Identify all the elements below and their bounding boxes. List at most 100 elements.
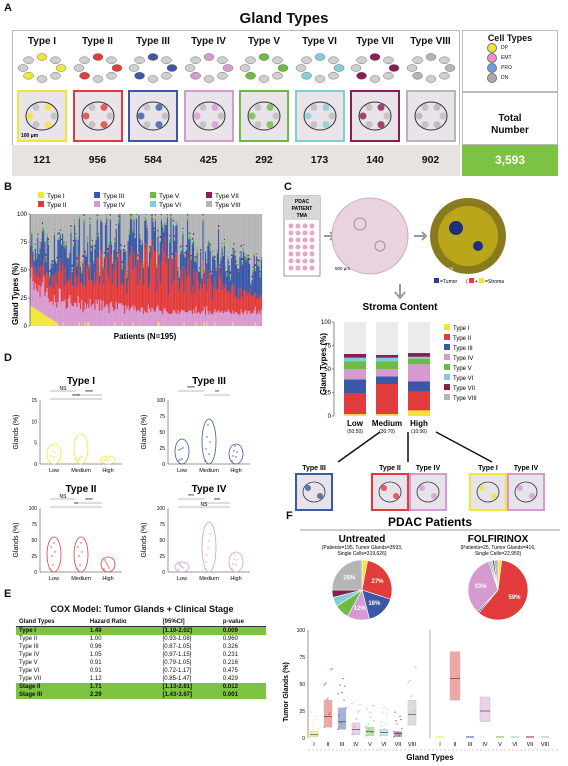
patient-bar-segment (209, 246, 211, 251)
patient-bar-segment (82, 255, 84, 258)
patient-bar-segment (229, 273, 232, 277)
patient-bar-segment (127, 305, 129, 326)
patient-bar-segment (229, 214, 232, 272)
patient-bar-segment (214, 309, 216, 323)
patient-bar-segment (157, 231, 159, 233)
data-point (372, 705, 374, 707)
y-tick-label: 100 (157, 398, 166, 404)
table-row: Type II 1.00 [0.93-1.08] 0.960 (16, 635, 266, 643)
patient-bar-segment (242, 290, 245, 315)
patient-bar-segment (189, 214, 191, 233)
cell-shape (310, 121, 317, 129)
patient-bar-segment (103, 252, 106, 254)
patient-bar-segment (248, 288, 251, 311)
patient-bar-segment (51, 319, 53, 326)
patient-bar-segment (173, 236, 176, 241)
patient-bar-segment (256, 254, 258, 256)
data-point (370, 716, 372, 719)
stroma-content-panel: PDAC PATIENT TMA 500 µm 500 µm =Tumor ( … (283, 195, 545, 511)
cell-shape (317, 493, 323, 499)
patient-bar-segment (50, 265, 52, 268)
patient-bar-segment (31, 230, 33, 235)
data-point (344, 685, 346, 687)
patient-bar-segment (235, 294, 238, 313)
patient-bar-segment (108, 240, 110, 246)
patient-bar-segment (152, 220, 154, 222)
patient-bar-segment (152, 220, 154, 221)
cox-model-title: COX Model: Tumor Glands + Clinical Stage (50, 604, 234, 614)
cell-shape (161, 56, 172, 64)
patient-bar-segment (191, 239, 194, 242)
example-type-label: Type IV (416, 465, 441, 472)
data-point (365, 725, 367, 727)
patient-bar-segment (219, 214, 221, 265)
patient-bar-segment (95, 236, 97, 240)
patient-bar-segment (123, 249, 126, 263)
patient-bar-segment (97, 234, 100, 238)
patient-bar-segment (258, 259, 260, 262)
patient-bar-segment (41, 313, 44, 326)
patient-bar-segment (38, 267, 40, 286)
patient-bar-segment (256, 256, 258, 299)
patient-bar-segment (213, 214, 215, 251)
patient-bar-segment (46, 214, 48, 232)
cell-type-label: DN (501, 75, 509, 81)
legend-label: Type VI (159, 202, 181, 209)
data-point (77, 546, 79, 548)
x-tick-label: III (340, 742, 345, 748)
patient-bar-segment (109, 215, 112, 219)
patient-bar-segment (45, 253, 47, 256)
data-point (407, 682, 409, 684)
patient-bar-segment (44, 242, 46, 276)
patient-bar-segment (137, 258, 139, 260)
patient-bar-segment (69, 279, 71, 296)
patient-bar-segment (241, 262, 244, 265)
data-point (180, 448, 182, 450)
patient-bar-segment (108, 313, 110, 326)
patient-bar-segment (253, 310, 255, 326)
data-point (379, 729, 381, 732)
patient-bar-segment (166, 215, 169, 219)
data-point (234, 553, 236, 555)
patient-bar-segment (220, 260, 222, 274)
patient-bar-segment (259, 314, 261, 326)
patient-bar-segment (228, 265, 230, 293)
cell-shape (211, 121, 218, 129)
cell-shape (189, 72, 201, 80)
tumor-glands-ylabel: Tumor Glands (%) (283, 662, 290, 722)
patient-bar-segment (187, 215, 189, 218)
patient-bar-segment (195, 257, 197, 259)
patient-bar-segment (76, 306, 78, 326)
data-point (381, 721, 383, 723)
y-tick-label: 100 (297, 628, 306, 634)
gland-image-thumbnail (72, 90, 123, 142)
patient-bar-segment (39, 243, 41, 245)
violin-shape (100, 556, 116, 573)
x-tick-label: V (368, 742, 372, 748)
patient-bar-segment (233, 242, 235, 245)
patient-bar-segment (254, 322, 257, 326)
cell-shape (155, 103, 163, 111)
data-point (393, 736, 395, 738)
patient-bar-segment (146, 226, 148, 229)
cell-shape (217, 112, 224, 120)
gland-outline (302, 481, 326, 503)
arrow-icon (435, 431, 493, 463)
y-tick-label: 25 (299, 709, 305, 715)
patient-bar-segment (128, 234, 131, 258)
patient-bar-segment (221, 248, 223, 291)
patient-bar-segment (70, 232, 72, 272)
x-tick-label: VI (381, 742, 387, 748)
stroma-ylabel: Gland Types (%) (319, 333, 328, 395)
patient-bar-segment (83, 216, 85, 218)
patient-bar-segment (206, 263, 208, 292)
patient-bar-segment (81, 273, 83, 283)
cell-shape (211, 103, 218, 111)
patient-bar-segment (35, 273, 38, 290)
patient-bar-segment (78, 322, 81, 326)
patient-bar-segment (191, 214, 194, 238)
y-tick-label: 0 (34, 570, 37, 576)
patient-bar-segment (223, 288, 226, 312)
patient-bar-segment (110, 255, 113, 302)
cell-type-item: DN (487, 73, 557, 83)
